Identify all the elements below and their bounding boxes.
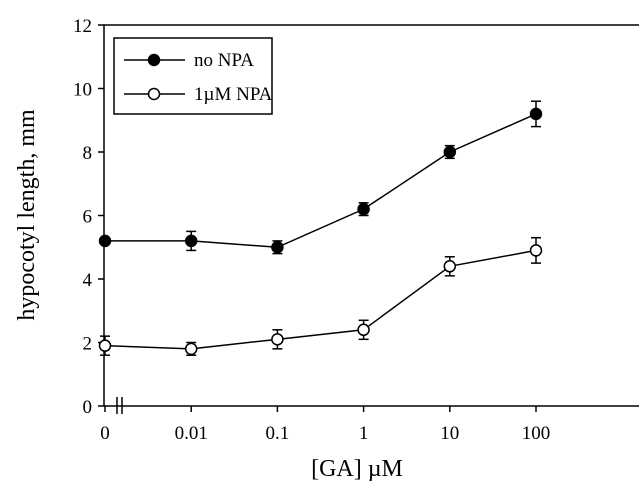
data-point (357, 202, 370, 216)
data-point (184, 234, 198, 248)
series-1 (98, 100, 543, 255)
y-tick-label: 2 (83, 334, 93, 355)
data-point (98, 339, 112, 352)
legend-label: no NPA (194, 50, 254, 71)
y-axis-title: hypocotyl length, mm (14, 109, 40, 321)
data-point (443, 260, 457, 273)
data-point (529, 244, 543, 257)
legend-box (113, 37, 273, 115)
legend-marker (147, 87, 161, 101)
y-tick-label: 0 (83, 397, 93, 418)
data-point (529, 107, 543, 121)
x-tick-label: 10 (440, 423, 459, 444)
y-tick-label: 6 (83, 207, 93, 228)
series-line (104, 249, 537, 350)
x-tick-label: 0 (100, 423, 110, 444)
x-axis-title: [GA] µM (311, 456, 403, 482)
series-line (105, 113, 537, 249)
data-point (271, 241, 284, 254)
x-tick-label: 0.01 (175, 423, 208, 444)
y-tick-label: 12 (73, 16, 92, 37)
legend-marker (147, 53, 161, 67)
data-point (184, 342, 198, 356)
series-2 (98, 236, 543, 356)
data-point (98, 234, 112, 248)
data-point (271, 333, 284, 346)
data-point (357, 323, 370, 337)
y-tick-label: 4 (83, 270, 93, 291)
y-tick-label: 8 (83, 143, 93, 164)
legend: no NPA 1µM NPA (113, 37, 273, 115)
x-axis: 0 0.01 0.1 1 10 100 (100, 406, 550, 444)
y-axis: 0 2 4 6 8 10 12 (73, 16, 104, 418)
x-tick-label: 0.1 (266, 423, 290, 444)
series-layer (98, 100, 543, 356)
legend-label: 1µM NPA (194, 84, 273, 105)
data-point (443, 145, 457, 159)
y-tick-label: 10 (73, 80, 92, 101)
x-tick-label: 100 (522, 423, 551, 444)
x-tick-label: 1 (359, 423, 369, 444)
